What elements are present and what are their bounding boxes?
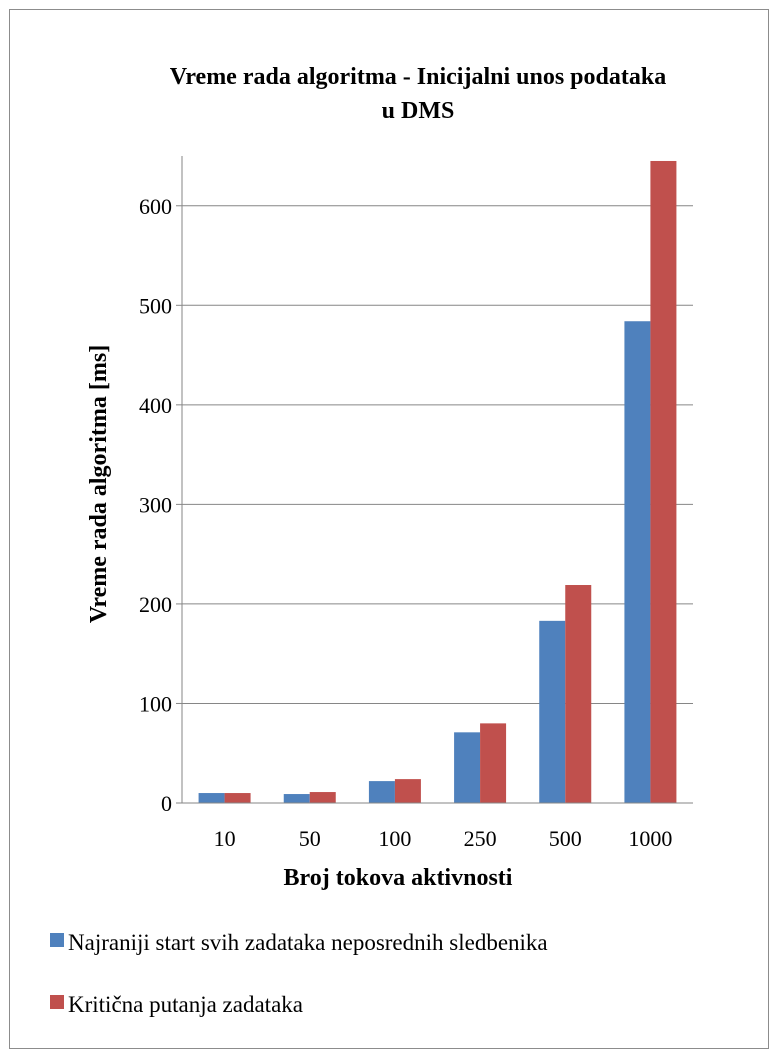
y-tick-label: 500 (139, 293, 172, 318)
y-tick-label: 300 (139, 492, 172, 517)
x-tick-label: 250 (464, 826, 497, 851)
bar-kriticna-putanja-500 (565, 585, 592, 803)
bar-najraniji-start-1000 (624, 321, 651, 803)
bar-kriticna-putanja-250 (480, 723, 507, 803)
bar-kriticna-putanja-1000 (650, 160, 677, 803)
bar-najraniji-start-100 (368, 781, 395, 803)
y-tick-labels: 0 100 200 300 400 500 600 (139, 194, 172, 816)
y-tick-label: 100 (139, 691, 172, 716)
axes (181, 156, 693, 804)
legend-swatch (50, 933, 64, 947)
bar-kriticna-putanja-50 (309, 792, 336, 803)
y-tick-label: 400 (139, 393, 172, 418)
y-tick-label: 200 (139, 592, 172, 617)
legend-swatch (50, 995, 64, 1009)
legend: Najraniji start svih zadataka neposredni… (50, 930, 548, 1017)
bars (198, 160, 677, 803)
y-tick-label: 600 (139, 194, 172, 219)
bar-kriticna-putanja-100 (394, 779, 421, 803)
x-tick-label: 100 (378, 826, 411, 851)
y-axis-title: Vreme rada algoritma [ms] (86, 345, 112, 623)
legend-label: Kritična putanja zadataka (68, 992, 303, 1017)
x-tick-labels: 10 50 100 250 500 1000 (214, 826, 673, 851)
legend-label: Najraniji start svih zadataka neposredni… (68, 930, 548, 955)
x-tick-label: 50 (299, 826, 321, 851)
y-tick-label: 0 (161, 791, 172, 816)
bar-najraniji-start-10 (198, 793, 225, 803)
gridlines (176, 205, 693, 804)
chart-title-line-2: u DMS (382, 98, 455, 124)
x-axis-title: Broj tokova aktivnosti (284, 865, 513, 891)
bar-najraniji-start-50 (283, 794, 310, 803)
bar-najraniji-start-250 (454, 732, 481, 803)
x-tick-label: 1000 (628, 826, 672, 851)
bar-kriticna-putanja-10 (224, 793, 251, 803)
x-tick-label: 500 (549, 826, 582, 851)
chart-title-line-1: Vreme rada algoritma - Inicijalni unos p… (170, 64, 666, 90)
bar-najraniji-start-500 (539, 620, 566, 803)
x-tick-label: 10 (214, 826, 236, 851)
